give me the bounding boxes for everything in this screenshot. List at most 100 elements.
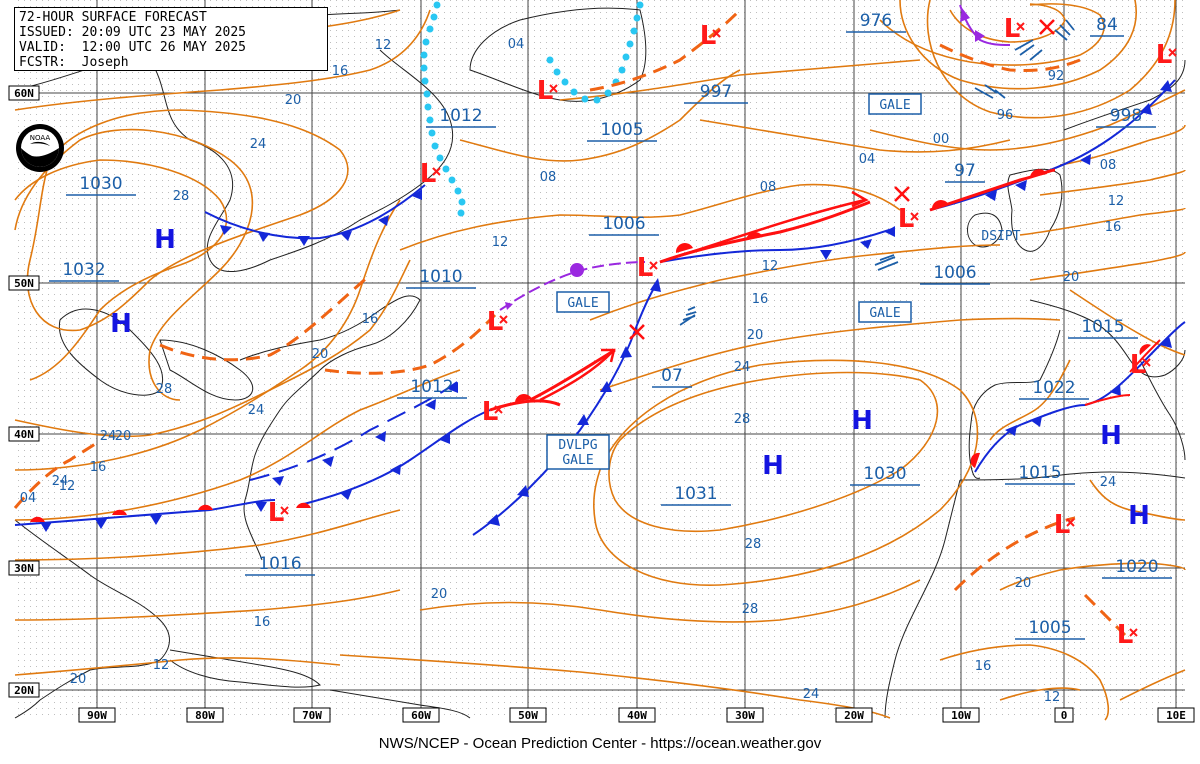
isobar-label: 20 xyxy=(70,672,87,687)
isobar-label: 20 xyxy=(285,93,302,108)
high-symbol: H xyxy=(1100,421,1122,451)
pressure-value: 1006 xyxy=(933,263,976,283)
lon-label: 60W xyxy=(411,709,431,722)
isobar-label: 20 xyxy=(1015,576,1032,591)
pressure-value: 998 xyxy=(1110,106,1142,126)
high-symbol: H xyxy=(1128,501,1150,531)
isobar-label: 12 xyxy=(762,259,779,274)
lat-label: 30N xyxy=(14,562,34,575)
high-centers: H H H H H H xyxy=(110,225,1150,531)
isobar-label: 16 xyxy=(975,659,992,674)
lat-label: 40N xyxy=(14,428,34,441)
pressure-value: 1030 xyxy=(79,174,122,194)
high-symbol: H xyxy=(762,451,784,481)
isobar-label: 08 xyxy=(1100,158,1117,173)
isobar-label: 04 xyxy=(20,491,37,506)
low-symbol: L xyxy=(700,21,717,51)
isobar-label: 20 xyxy=(312,347,329,362)
pressure-value: 997 xyxy=(700,82,732,102)
low-symbol: L xyxy=(487,307,504,337)
gale-label: GALE xyxy=(869,306,900,321)
low-centers: L L L L L L L L L L L L L xyxy=(268,14,1173,650)
low-symbol: L xyxy=(898,204,915,234)
coastlines xyxy=(14,7,1186,719)
gale-label: GALE xyxy=(567,296,598,311)
isobar-label: 20 xyxy=(747,328,764,343)
dissipating-label: DSIPT xyxy=(981,229,1020,244)
low-x-marks xyxy=(280,22,1177,637)
pressure-value: 07 xyxy=(661,366,683,386)
lat-labels: 60N 50N 40N 30N 20N xyxy=(8,85,40,698)
isobar-label: 16 xyxy=(1105,220,1122,235)
low-symbol: L xyxy=(1156,40,1173,70)
dvlpg-gale-label-line1: DVLPG xyxy=(558,438,597,453)
isobar-label: 16 xyxy=(362,312,379,327)
forecast-header: 72-HOUR SURFACE FORECAST ISSUED: 20:09 U… xyxy=(14,7,328,71)
pressure-value: 1005 xyxy=(1028,618,1071,638)
isobar-label: 16 xyxy=(254,615,271,630)
troughs xyxy=(13,8,1127,637)
pressure-value: 1015 xyxy=(1081,317,1124,337)
isobar-label: 24 xyxy=(1100,475,1117,490)
track-arrows xyxy=(539,190,869,402)
isobar-label: 16 xyxy=(90,460,107,475)
high-symbol: H xyxy=(851,406,873,436)
wind-barbs xyxy=(679,19,1075,326)
lat-lon-grid xyxy=(15,0,1185,720)
isobar-label: 28 xyxy=(742,602,759,617)
pressure-value: 976 xyxy=(860,11,892,31)
occluded-front xyxy=(499,4,1011,311)
low-symbol: L xyxy=(1054,510,1071,540)
noaa-logo: NOAA xyxy=(16,124,64,172)
pressure-labels: 1030 1032 1012 1010 1012 1016 997 1005 1… xyxy=(49,11,1172,640)
header-forecaster: FCSTR: Joseph xyxy=(19,55,129,70)
isobar-label: 04 xyxy=(508,37,525,52)
low-symbol: L xyxy=(637,253,654,283)
pressure-value: 1030 xyxy=(863,464,906,484)
isobar-label: 24 xyxy=(250,137,267,152)
lon-labels: 90W 80W 70W 60W 50W 40W 30W 20W 10W 0 10… xyxy=(78,707,1195,723)
isobar-label: 16 xyxy=(332,64,349,79)
gale-labels: GALE GALE GALE DVLPG GALE xyxy=(546,93,922,470)
lon-label: 10W xyxy=(951,709,971,722)
low-symbol: L xyxy=(482,397,499,427)
isobar-label: 12 xyxy=(1044,690,1061,705)
isobar-label: 08 xyxy=(540,170,557,185)
warm-front-bumps xyxy=(30,169,1151,522)
lat-label: 60N xyxy=(14,87,34,100)
isobar-label: 12 xyxy=(492,235,509,250)
isobar-label: 92 xyxy=(1048,69,1065,84)
lon-label: 20W xyxy=(844,709,864,722)
isobar-label: 28 xyxy=(745,537,762,552)
header-issued: ISSUED: 20:09 UTC 23 MAY 2025 xyxy=(19,25,246,40)
isobar-label: 24 xyxy=(100,429,117,444)
isobar-label: 12 xyxy=(375,38,392,53)
low-symbol: L xyxy=(268,498,285,528)
lon-label: 10E xyxy=(1166,709,1186,722)
low-symbol: L xyxy=(537,76,554,106)
cold-front-barbs xyxy=(40,80,1172,532)
low-symbol: L xyxy=(1117,620,1134,650)
gale-label: GALE xyxy=(879,98,910,113)
isobar-label: 24 xyxy=(803,687,820,702)
lon-label: 50W xyxy=(518,709,538,722)
isobar-label: 24 xyxy=(734,360,751,375)
lon-label: 90W xyxy=(87,709,107,722)
isobar-label: 24 xyxy=(52,474,69,489)
pressure-value: 1031 xyxy=(674,484,717,504)
isobar-label: 28 xyxy=(734,412,751,427)
isobar-label: 12 xyxy=(59,479,76,494)
pressure-value: 1005 xyxy=(600,120,643,140)
pressure-value: 1010 xyxy=(419,267,462,287)
isobar-label: 20 xyxy=(115,429,132,444)
lon-label: 80W xyxy=(195,709,215,722)
isobar-label: 08 xyxy=(760,180,777,195)
pressure-value: 1015 xyxy=(1018,463,1061,483)
pressure-value: 1032 xyxy=(62,260,105,280)
pressure-value: 1012 xyxy=(439,106,482,126)
pressure-value: 1006 xyxy=(602,214,645,234)
pressure-value: 1012 xyxy=(410,377,453,397)
low-symbol: L xyxy=(1130,350,1147,380)
isobar-label: 16 xyxy=(752,292,769,307)
isobar-label: 00 xyxy=(933,132,950,147)
